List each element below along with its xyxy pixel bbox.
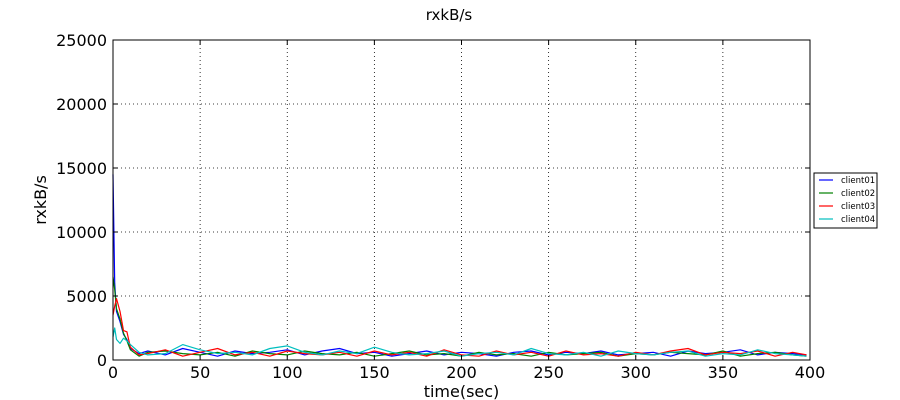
x-tick-label: 300: [620, 363, 651, 382]
x-tick-label: 100: [272, 363, 303, 382]
legend-label-client01: client01: [841, 176, 875, 186]
x-tick-label: 150: [359, 363, 390, 382]
legend-label-client03: client03: [841, 202, 875, 212]
legend: client01 client02 client03 client04: [813, 172, 878, 229]
x-tick-label: 400: [795, 363, 826, 382]
y-tick-label: 25000: [56, 31, 107, 50]
x-tick-label: 250: [533, 363, 564, 382]
grid: [113, 40, 810, 360]
tick-labels: 0 50 100 150 200 250 300 350 400 0 5000 10000 15000 2…: [56, 31, 825, 382]
series-line-client04: [112, 327, 807, 357]
series-layer: [112, 174, 807, 357]
y-tick-label: 15000: [56, 159, 107, 178]
x-tick-label: 200: [446, 363, 477, 382]
y-axis-label: rxkB/s: [31, 175, 50, 225]
x-axis-label: time(sec): [424, 382, 500, 400]
y-tick-label: 0: [97, 351, 107, 370]
legend-label-client02: client02: [841, 189, 875, 199]
legend-label-client04: client04: [841, 215, 875, 225]
series-line-client01: [112, 174, 807, 357]
series-line-client03: [112, 298, 807, 357]
y-tick-label: 5000: [66, 287, 107, 306]
series-line-client02: [112, 276, 807, 357]
y-tick-label: 10000: [56, 223, 107, 242]
x-tick-label: 350: [708, 363, 739, 382]
chart-title: rxkB/s: [426, 6, 473, 24]
x-tick-label: 50: [190, 363, 210, 382]
y-tick-label: 20000: [56, 95, 107, 114]
ticks: [112, 39, 811, 361]
x-tick-label: 0: [108, 363, 118, 382]
